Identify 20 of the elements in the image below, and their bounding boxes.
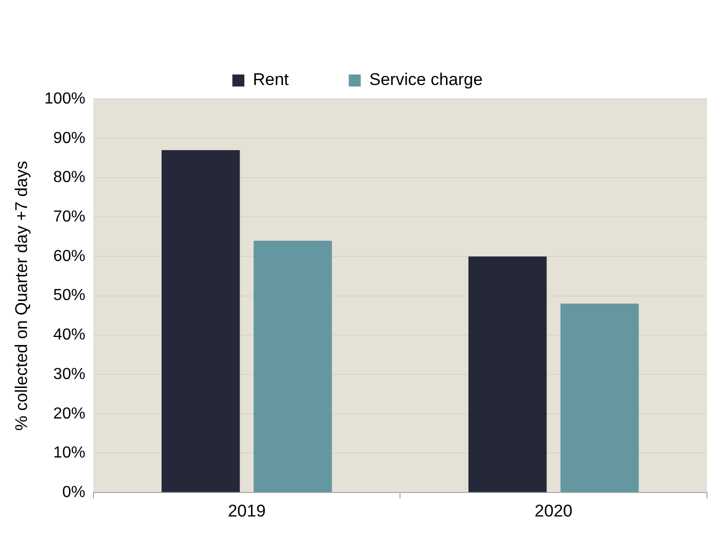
legend-label: Rent	[252, 70, 290, 90]
y-tick-label: 0%	[62, 484, 86, 502]
bar	[560, 304, 639, 492]
bar	[162, 150, 240, 492]
y-tick-label: 40%	[53, 326, 86, 344]
x-tick-label: 2019	[228, 501, 266, 520]
y-tick-label: 60%	[53, 248, 86, 265]
x-tick-label: 2020	[534, 501, 572, 520]
y-tick-label: 70%	[53, 208, 86, 226]
bar	[468, 256, 547, 492]
y-tick-label: 20%	[53, 405, 86, 422]
y-tick-label: 10%	[53, 444, 86, 462]
y-axis-title: % collected on Quarter day +7 days	[12, 160, 31, 431]
y-tick-label: 100%	[44, 90, 86, 108]
y-tick-label: 30%	[53, 366, 86, 383]
y-tick-label: 90%	[53, 130, 86, 147]
y-tick-label: 80%	[53, 169, 86, 186]
legend-label: Service charge	[369, 70, 483, 90]
y-tick-label: 50%	[53, 287, 86, 304]
bar	[254, 240, 332, 492]
